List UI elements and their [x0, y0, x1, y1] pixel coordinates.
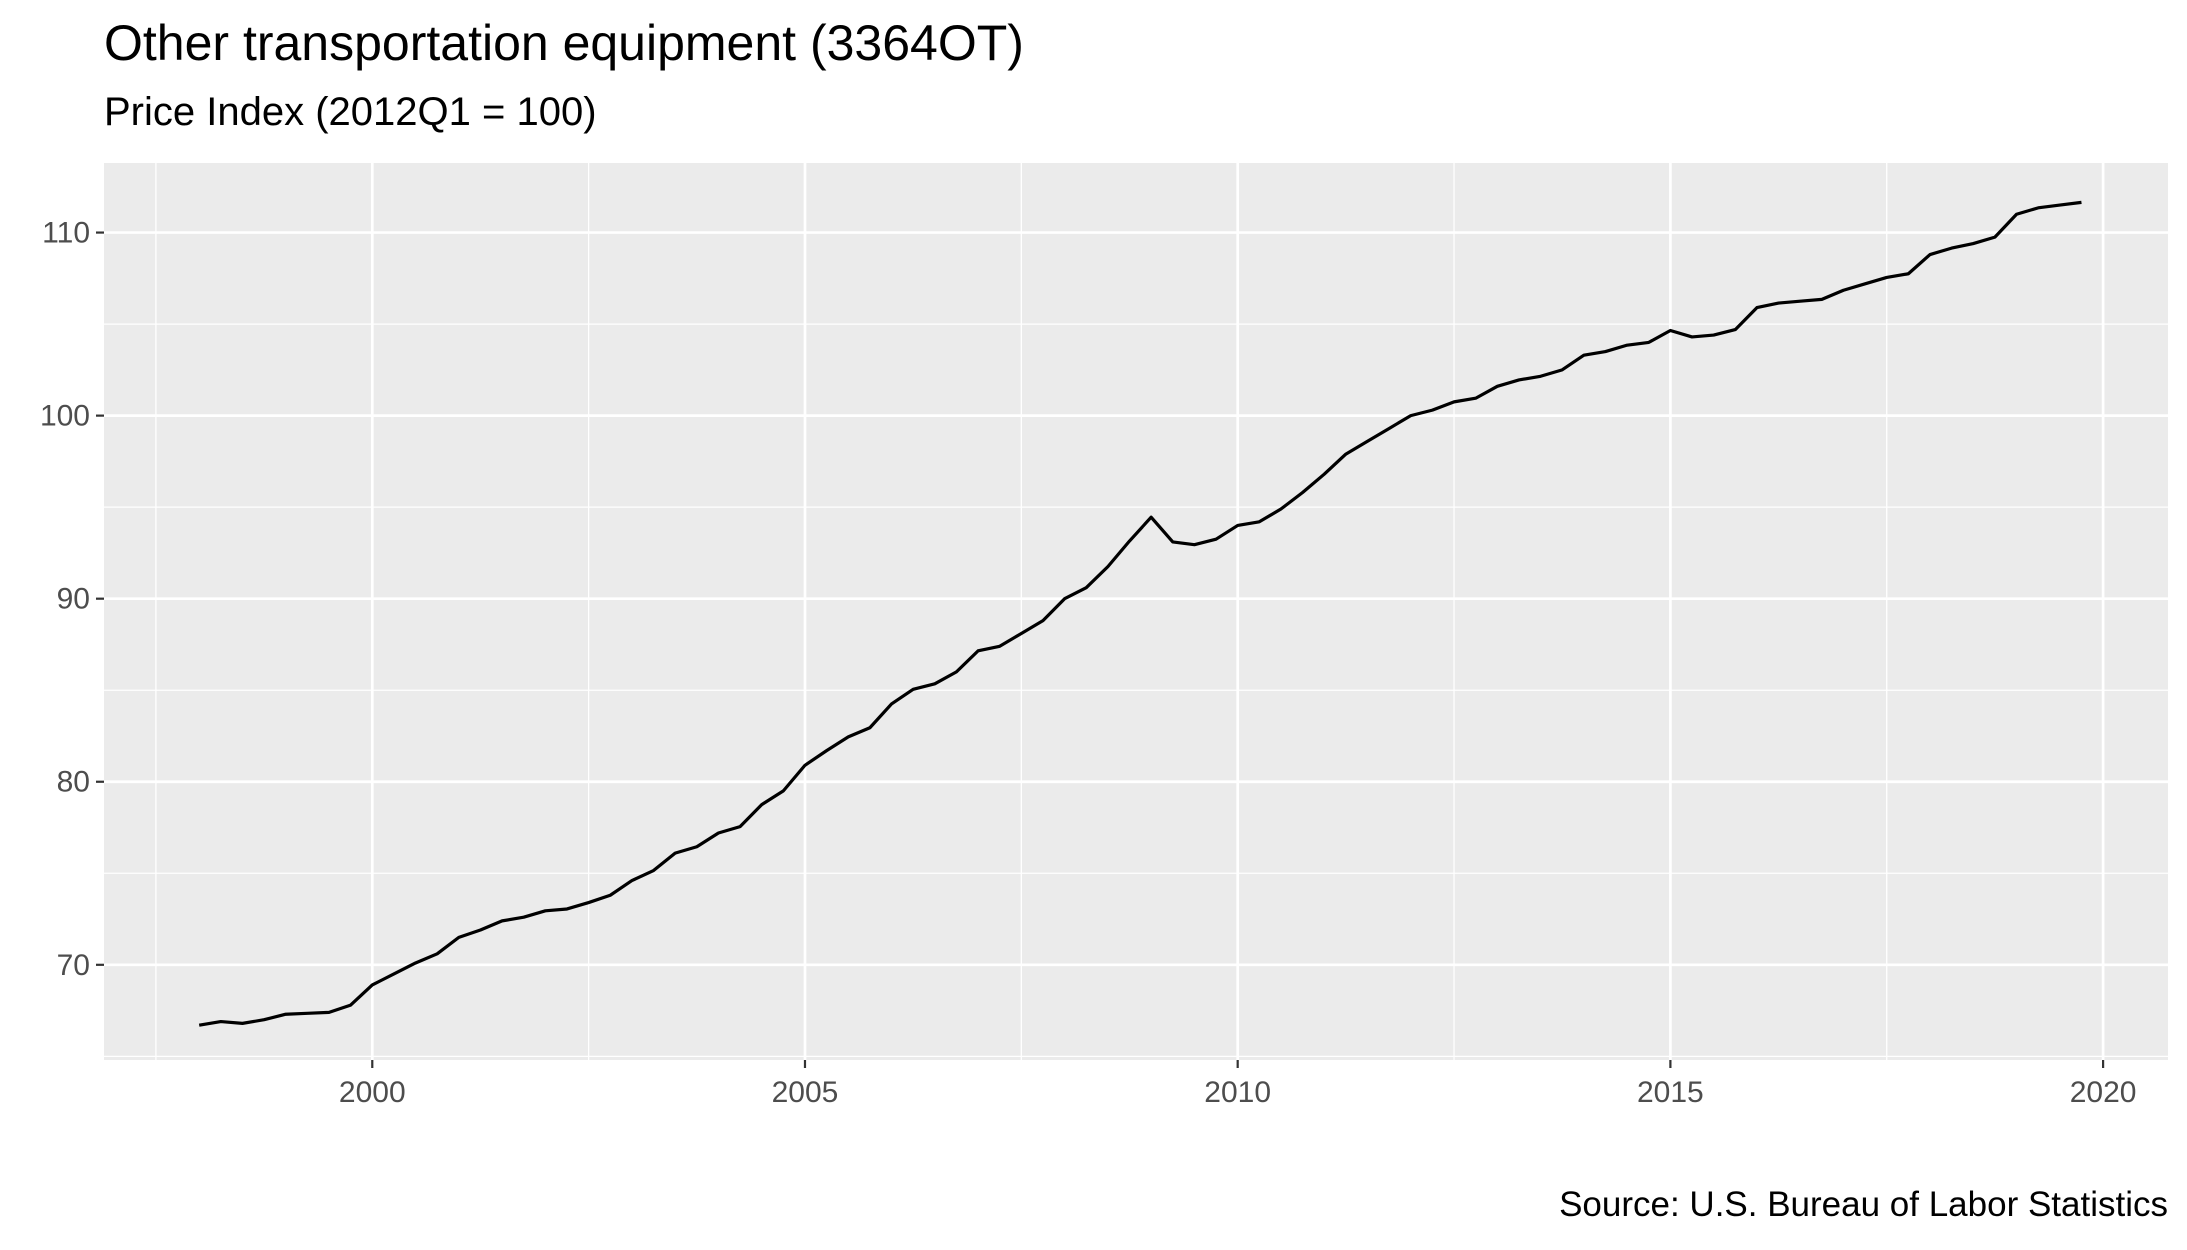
chart-subtitle: Price Index (2012Q1 = 100): [104, 90, 597, 134]
chart-title: Other transportation equipment (3364OT): [104, 15, 1024, 71]
y-axis-tick-labels: 70 80 90 100 110: [40, 217, 90, 982]
y-tick-label: 100: [40, 400, 90, 433]
axis-ticks: [96, 231, 2105, 1068]
x-axis-tick-labels: 2000 2005 2010 2015 2020: [339, 1076, 2137, 1109]
y-tick-label: 110: [42, 217, 90, 250]
x-tick-label: 2005: [772, 1076, 839, 1109]
series-line: [198, 200, 2082, 1027]
x-tick-label: 2000: [339, 1076, 406, 1109]
major-gridlines: [104, 163, 2168, 1060]
minor-gridlines: [104, 163, 2168, 1060]
series-layer: [198, 200, 2082, 1027]
y-tick-label: 70: [57, 949, 90, 982]
x-tick-label: 2020: [2070, 1076, 2137, 1109]
x-tick-label: 2010: [1204, 1076, 1271, 1109]
chart-caption: Source: U.S. Bureau of Labor Statistics: [1559, 1185, 2168, 1224]
plot-panel-background: [104, 163, 2168, 1060]
x-tick-label: 2015: [1637, 1076, 1704, 1109]
y-tick-label: 90: [57, 583, 90, 616]
y-tick-label: 80: [57, 766, 90, 799]
